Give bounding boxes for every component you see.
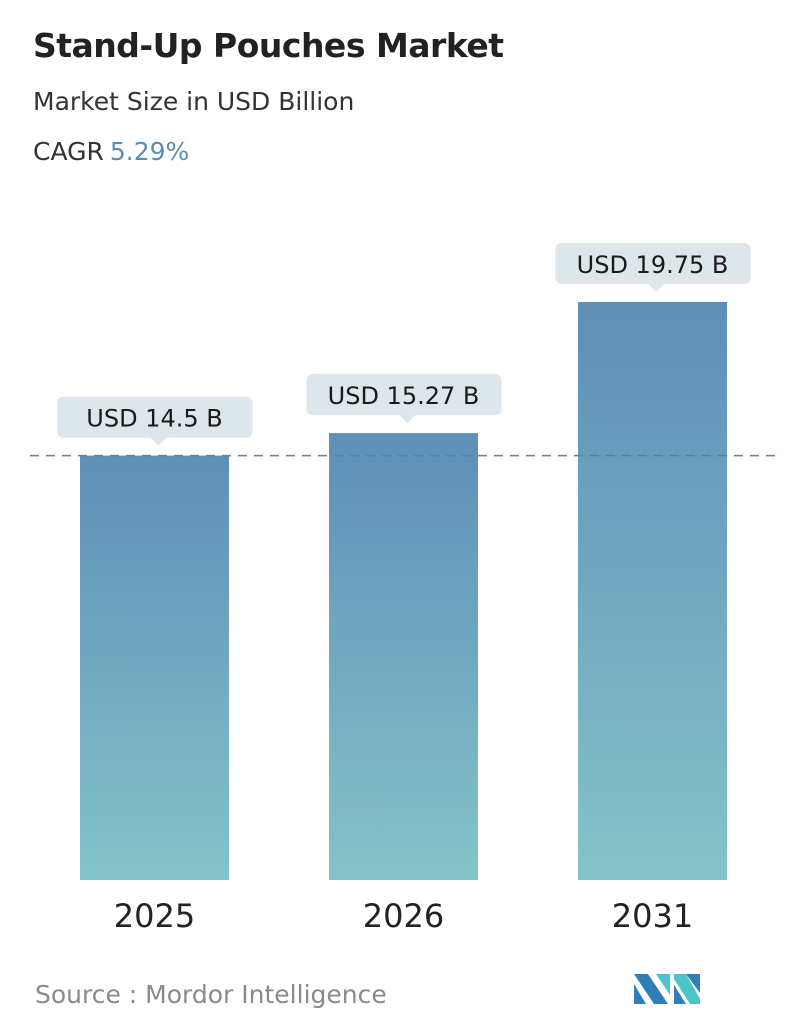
bar-2026 <box>329 433 478 880</box>
mordor-logo <box>634 974 700 1004</box>
cagr-label: CAGR <box>33 137 104 166</box>
x-tick-label: 2031 <box>612 897 693 935</box>
cagr-value: 5.29% <box>109 137 190 166</box>
bar-chart: USD 14.5 B 2025 USD 15.27 B 2026 USD 19.75 B… <box>30 243 782 935</box>
x-tick-label: 2026 <box>363 897 444 935</box>
data-label-callout <box>555 243 751 292</box>
bar-2025 <box>80 455 229 880</box>
data-label: USD 19.75 B <box>577 251 729 279</box>
chart-subtitle: Market Size in USD Billion <box>33 87 355 116</box>
data-label: USD 15.27 B <box>328 382 480 410</box>
data-label-callout <box>306 374 502 424</box>
data-label-callout <box>57 396 253 446</box>
chart-title: Stand-Up Pouches Market <box>33 26 504 65</box>
x-tick-label: 2025 <box>114 897 195 935</box>
bar-2031 <box>578 302 727 880</box>
cagr: CAGR 5.29% <box>33 137 189 166</box>
data-label: USD 14.5 B <box>86 405 222 433</box>
source-text: Source : Mordor Intelligence <box>35 980 387 1009</box>
